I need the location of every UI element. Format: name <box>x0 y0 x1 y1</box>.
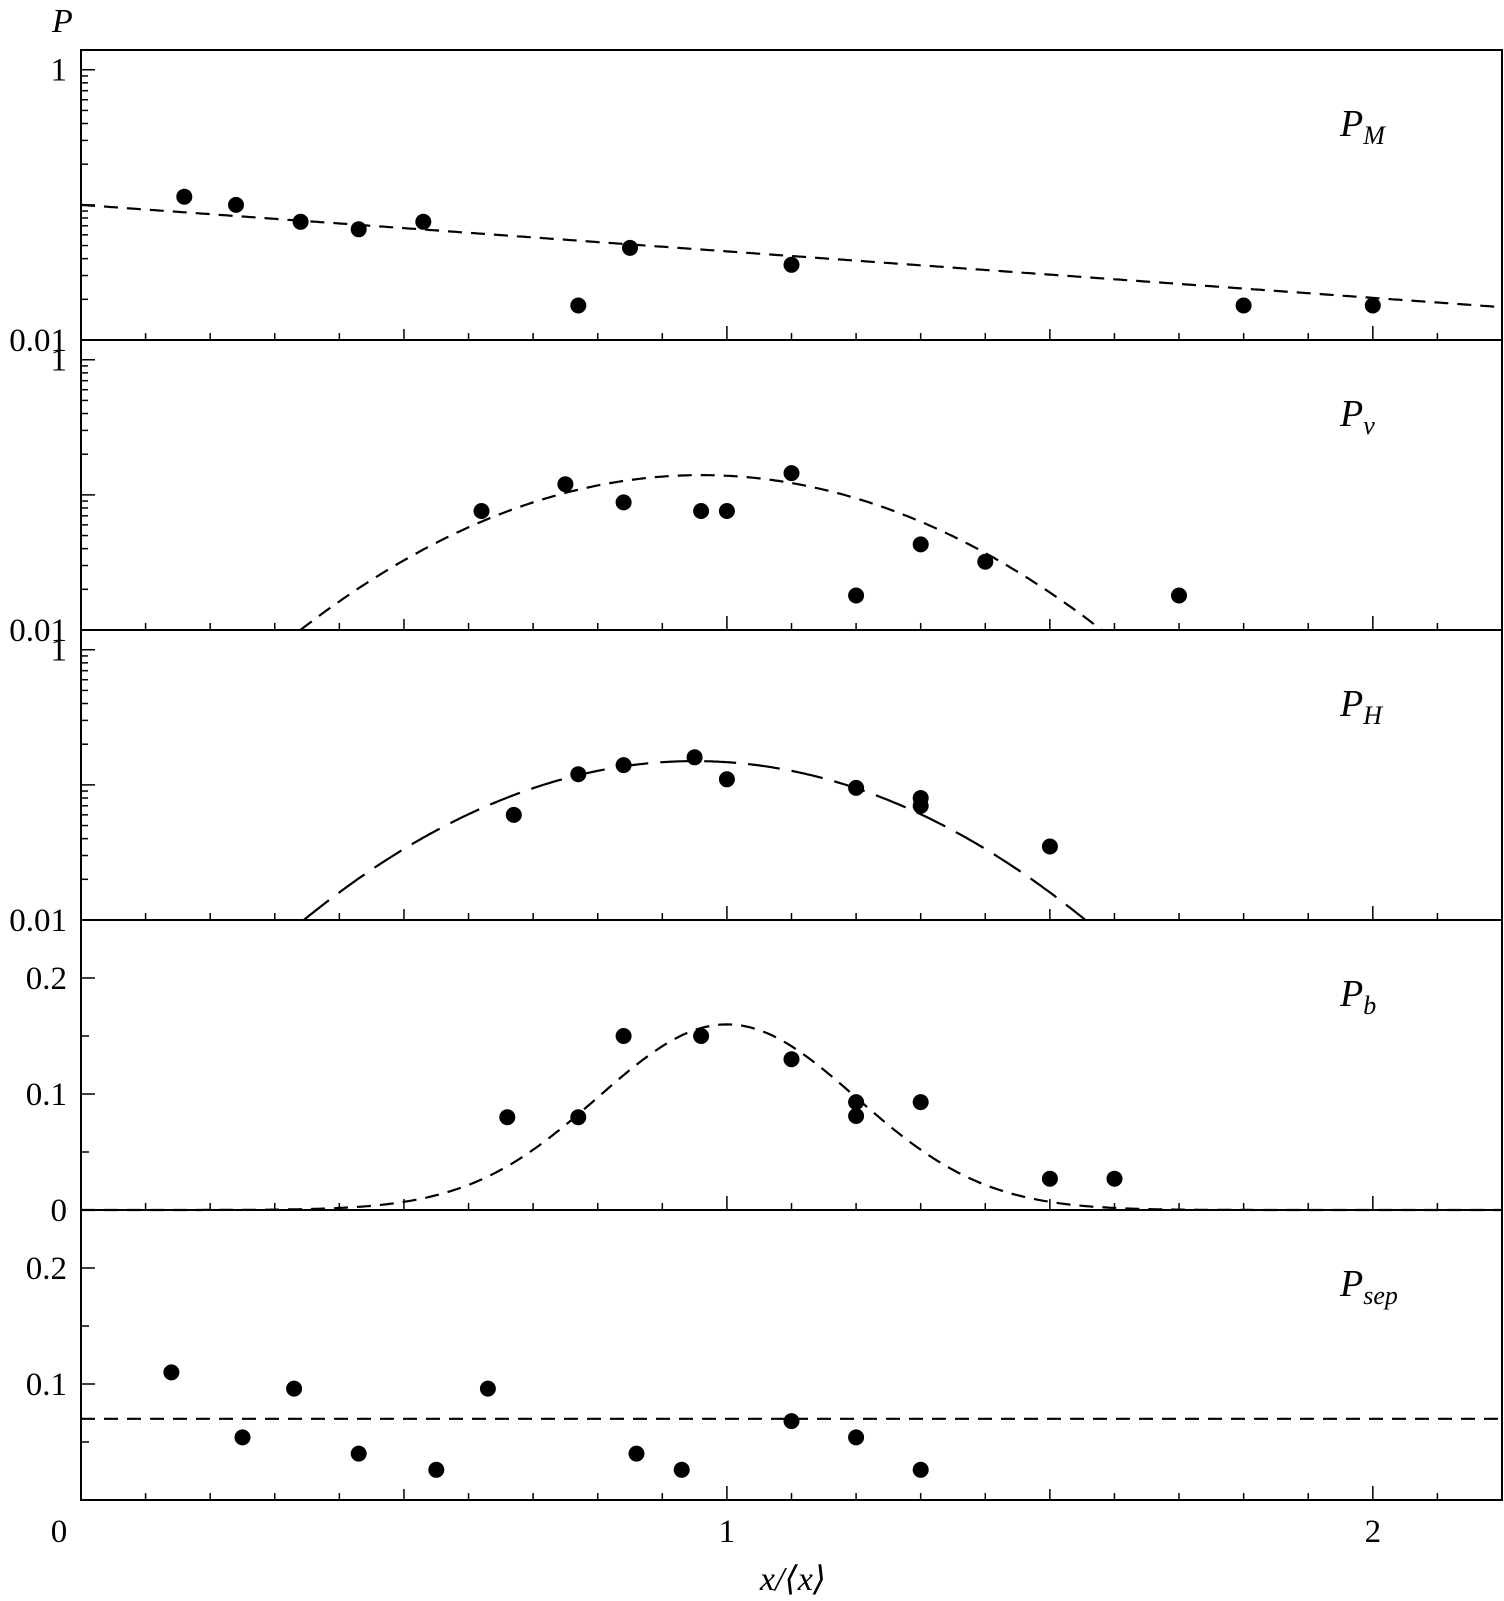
y-tick-label: 0 <box>51 1193 68 1229</box>
data-point <box>163 1364 180 1381</box>
data-point <box>783 1051 800 1068</box>
data-point <box>783 1413 800 1430</box>
data-point <box>628 1445 645 1462</box>
data-point <box>1235 297 1252 314</box>
panel-H: 1 0.01 PH <box>9 629 1503 939</box>
y-tick-label: 0.1 <box>26 1367 67 1403</box>
y-tick-label: 0.1 <box>26 1077 67 1113</box>
data-point <box>783 465 800 482</box>
panels: 10.01PM10.01Pv10.01PH0.20.10Pb0.20.1Psep… <box>9 49 1503 1550</box>
data-point <box>479 1380 496 1397</box>
data-point <box>686 749 703 766</box>
data-point <box>673 1461 690 1478</box>
data-point <box>1171 587 1187 604</box>
panel-label: Psep <box>1339 1263 1398 1310</box>
y-tick-label: 1 <box>51 633 68 669</box>
data-point <box>622 239 638 256</box>
panel-M: 1 0.01 PM <box>9 49 1503 359</box>
y-tick-label: 0.2 <box>26 1251 67 1287</box>
data-point <box>350 221 367 238</box>
data-point <box>415 213 432 230</box>
data-point <box>912 1461 929 1478</box>
panel-frame <box>80 339 1503 631</box>
data-point <box>848 1108 865 1124</box>
data-point <box>848 587 865 604</box>
data-point <box>718 771 735 788</box>
data-point <box>1041 1170 1058 1187</box>
data-point <box>292 213 309 230</box>
data-point <box>176 188 193 205</box>
data-point <box>499 1109 516 1126</box>
panel-label: Pv <box>1339 393 1375 440</box>
data-point <box>570 766 587 783</box>
panel-sep: 0.2 0.1 Psep <box>26 1209 1503 1501</box>
data-point <box>848 1094 865 1111</box>
data-point <box>428 1461 445 1478</box>
panel-frame <box>80 1209 1503 1501</box>
data-point <box>848 1429 865 1446</box>
panel-label: Pb <box>1339 973 1376 1020</box>
y-tick-label: 0.2 <box>26 961 67 997</box>
data-point <box>912 536 929 553</box>
data-point <box>615 494 632 511</box>
data-point <box>912 1094 929 1111</box>
data-point <box>570 297 587 314</box>
data-point <box>505 806 522 823</box>
fit-curve <box>299 474 1103 631</box>
panel-label: PH <box>1339 683 1383 730</box>
data-point <box>350 1445 367 1462</box>
data-point <box>228 196 244 213</box>
data-point <box>693 503 710 519</box>
x-tick-label: 0 <box>51 1514 68 1550</box>
x-tick-label: 2 <box>1365 1514 1382 1550</box>
data-point <box>912 797 929 814</box>
data-point <box>1106 1170 1123 1187</box>
data-point <box>557 476 574 493</box>
y-tick-label: 0.01 <box>9 903 67 939</box>
y-tick-label: 1 <box>51 53 68 89</box>
data-point <box>570 1109 587 1126</box>
y-tick-label: 0.01 <box>9 323 67 359</box>
y-tick-label: 1 <box>51 343 68 379</box>
panel-v: 1 0.01 Pv <box>9 339 1503 649</box>
x-axis-title: x/⟨x⟩ <box>759 1561 826 1598</box>
data-point <box>977 553 994 570</box>
data-point <box>848 779 865 796</box>
panel-frame <box>80 629 1503 921</box>
data-point <box>783 256 800 273</box>
y-axis-title: P <box>51 3 73 40</box>
data-point <box>234 1429 251 1446</box>
fit-curve <box>80 203 1503 309</box>
data-point <box>1041 838 1058 855</box>
data-point <box>615 1028 632 1044</box>
panel-frame <box>80 49 1503 341</box>
y-tick-label: 0.01 <box>9 613 67 649</box>
data-point <box>693 1028 710 1044</box>
data-point <box>615 757 632 774</box>
data-point <box>473 503 490 519</box>
data-point <box>286 1380 303 1397</box>
panel-b: 0.2 0.1 0 Pb <box>26 919 1503 1229</box>
fit-curve <box>303 760 1087 921</box>
panel-label: PM <box>1339 103 1386 150</box>
x-tick-label: 1 <box>719 1514 736 1550</box>
data-point <box>1364 297 1381 314</box>
data-point <box>718 503 735 519</box>
